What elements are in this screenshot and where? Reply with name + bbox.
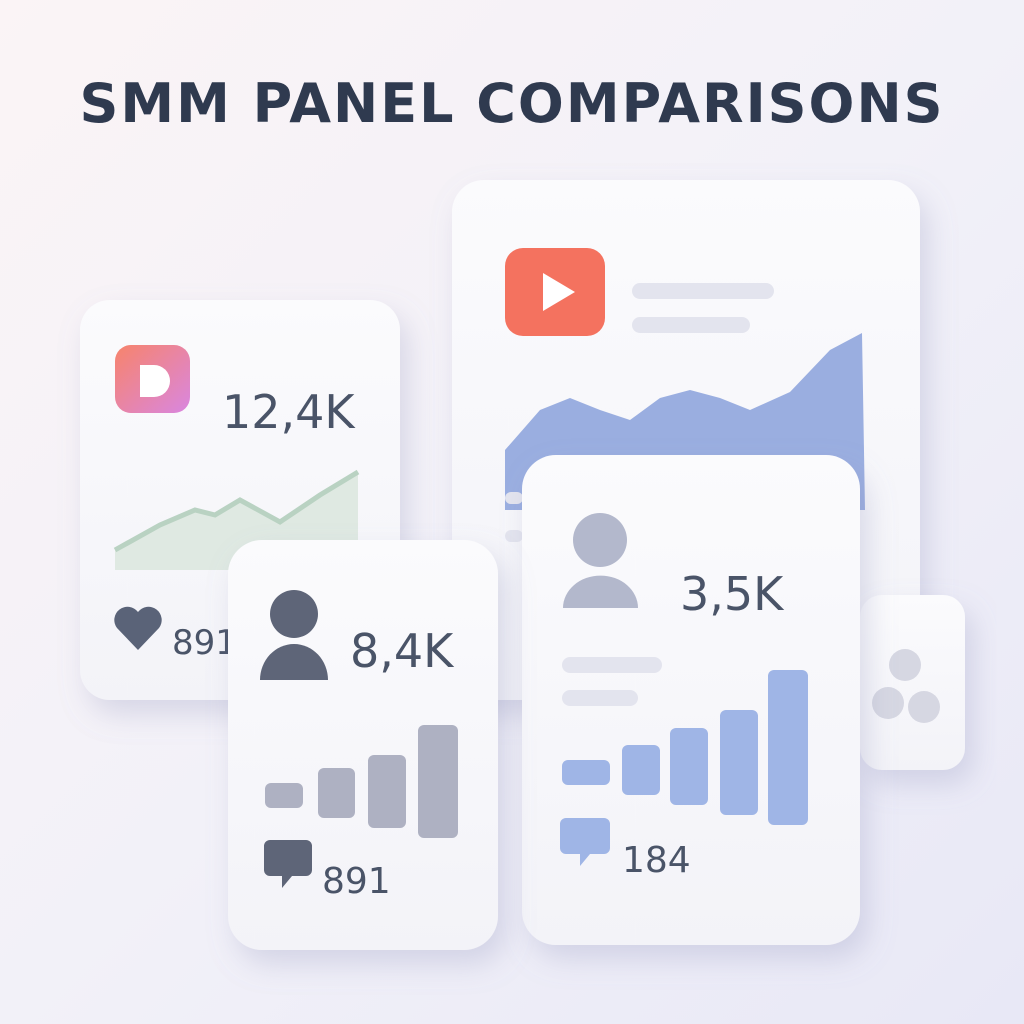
stat: 3,5K: [680, 567, 785, 621]
avatar-head: [270, 590, 318, 638]
bar: [670, 728, 708, 805]
bar-group: [265, 725, 458, 838]
heart-icon: [114, 606, 162, 650]
dot: [889, 649, 921, 681]
bar: [418, 725, 458, 838]
play-glyph: [543, 273, 575, 311]
text-line: [632, 317, 750, 333]
bar: [318, 768, 355, 818]
text-line: [505, 492, 523, 504]
bar: [265, 783, 303, 808]
count: 184: [622, 840, 691, 881]
bar-group: [562, 670, 808, 825]
stat: 12,4K: [222, 385, 356, 439]
bar: [368, 755, 406, 828]
card-small: [860, 595, 965, 770]
dot: [908, 691, 940, 723]
icon-glyph: [140, 365, 170, 397]
card-surface: [860, 595, 965, 770]
text-line: [505, 530, 523, 542]
count: 891: [172, 623, 237, 663]
text-line: [562, 657, 662, 673]
text-line: [632, 283, 774, 299]
card-right: 3,5K 184: [522, 455, 860, 945]
avatar-head: [573, 513, 627, 567]
text-line: [562, 690, 638, 706]
bar: [622, 745, 660, 795]
avatar-body: [563, 575, 638, 608]
title: SMM PANEL COMPARISONS: [79, 72, 944, 135]
card-front: 8,4K 891: [228, 540, 498, 950]
avatar-body: [260, 644, 328, 680]
stat: 8,4K: [350, 624, 455, 678]
bar: [562, 760, 610, 785]
chat-icon: [560, 818, 610, 866]
dot: [872, 687, 904, 719]
count: 891: [322, 861, 391, 902]
line-chart: [113, 469, 360, 553]
bar: [720, 710, 758, 815]
bar: [768, 670, 808, 825]
chat-icon: [264, 840, 312, 888]
